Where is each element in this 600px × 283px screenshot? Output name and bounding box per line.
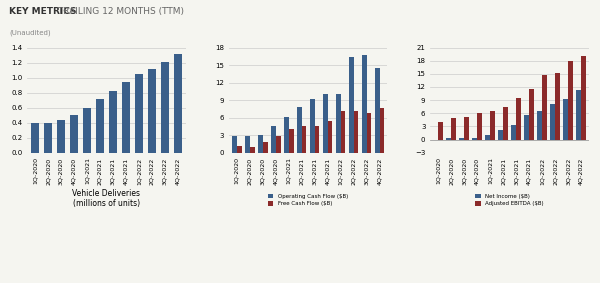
Bar [161,62,169,153]
Bar [550,104,555,140]
Bar [485,135,490,140]
Bar [271,126,275,153]
Bar [57,120,65,153]
Bar [555,72,560,140]
Bar [174,54,182,153]
Bar [148,69,156,153]
Bar [257,135,263,153]
Bar [341,111,346,153]
Bar [524,115,529,140]
Bar [446,138,451,140]
Bar [323,94,328,153]
Bar [284,117,289,153]
Bar [275,136,281,153]
Bar [135,74,143,153]
Bar [542,75,547,140]
Bar [250,147,254,153]
Bar [451,119,456,140]
Bar [438,122,443,140]
Legend: Net Income ($B), Adjusted EBITDA ($B): Net Income ($B), Adjusted EBITDA ($B) [473,191,546,209]
Bar [70,115,78,153]
Bar [516,98,521,140]
Bar [335,94,341,153]
Bar [380,108,385,153]
Bar [529,89,534,140]
Bar [109,91,117,153]
Bar [472,138,477,140]
Bar [122,82,130,153]
Bar [367,113,371,153]
Bar [310,99,314,153]
Legend: Operating Cash Flow ($B), Free Cash Flow ($B): Operating Cash Flow ($B), Free Cash Flow… [266,191,350,209]
Bar [353,111,358,153]
Bar [477,113,482,140]
Bar [576,91,581,140]
Bar [232,136,236,153]
Text: TRAILING 12 MONTHS (TTM): TRAILING 12 MONTHS (TTM) [55,7,184,16]
Bar [245,136,250,153]
Bar [349,57,353,153]
Bar [581,56,586,140]
Bar [96,99,104,153]
Bar [362,55,367,153]
Bar [83,108,91,153]
Text: (Unaudited): (Unaudited) [9,30,50,36]
Bar [490,111,495,140]
Bar [537,111,542,140]
Bar [568,61,573,140]
Bar [314,127,319,153]
Bar [563,99,568,140]
Bar [374,68,380,153]
Text: KEY METRICS: KEY METRICS [9,7,77,16]
X-axis label: Vehicle Deliveries
(millions of units): Vehicle Deliveries (millions of units) [73,189,140,208]
Bar [328,121,332,153]
Bar [498,130,503,140]
Bar [503,107,508,140]
Bar [511,125,516,140]
Bar [289,129,293,153]
Bar [464,117,469,140]
Bar [263,142,268,153]
Bar [302,127,307,153]
Bar [296,106,302,153]
Bar [459,138,464,140]
Bar [44,123,52,153]
Bar [31,123,39,153]
Bar [236,146,242,153]
